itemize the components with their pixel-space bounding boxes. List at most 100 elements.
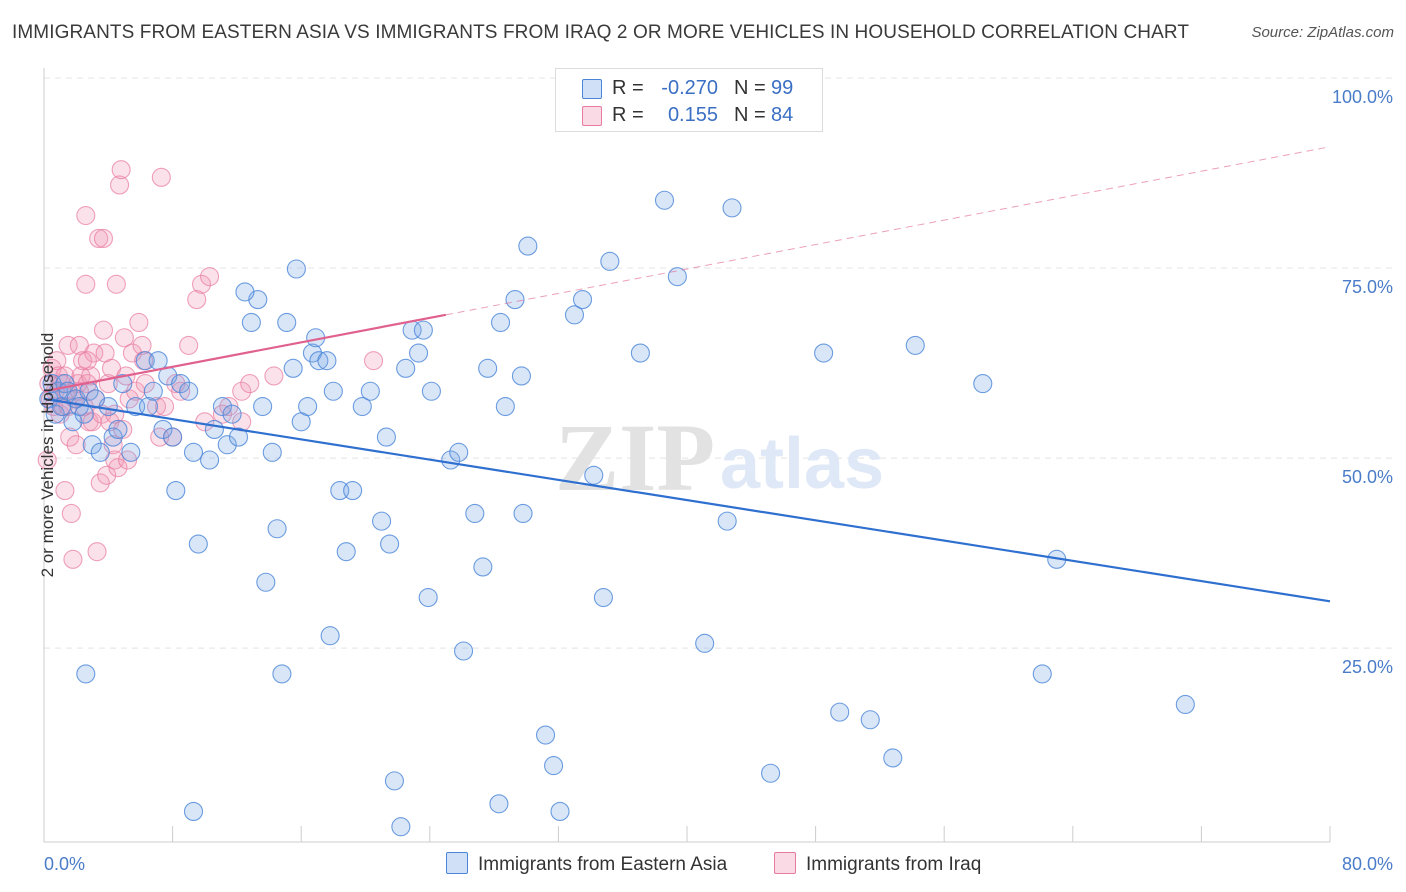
data-point-eastern-asia	[973, 374, 993, 394]
data-point-eastern-asia	[143, 381, 163, 401]
data-point-eastern-asia	[695, 633, 715, 653]
data-point-eastern-asia	[465, 503, 485, 524]
data-point-eastern-asia	[391, 817, 411, 837]
source-label: Source: ZipAtlas.com	[1251, 24, 1394, 41]
data-point-eastern-asia	[352, 396, 372, 417]
data-point-eastern-asia	[535, 725, 556, 745]
data-point-eastern-asia	[584, 465, 604, 485]
data-point-eastern-asia	[204, 419, 224, 439]
data-point-iraq	[171, 381, 191, 401]
data-point-eastern-asia	[241, 312, 261, 333]
data-point-eastern-asia	[449, 442, 469, 462]
data-point-iraq	[155, 396, 175, 417]
data-point-eastern-asia	[188, 534, 208, 554]
data-point-eastern-asia	[98, 396, 118, 417]
data-point-eastern-asia	[454, 641, 474, 661]
data-point-eastern-asia	[217, 435, 237, 455]
data-point-iraq	[187, 290, 207, 310]
bottom-legend-swatch-pink	[774, 852, 796, 874]
data-point-eastern-asia	[505, 290, 525, 310]
watermark-atlas: atlas	[720, 424, 884, 504]
data-point-eastern-asia	[272, 664, 292, 684]
data-point-eastern-asia	[408, 343, 429, 363]
data-point-eastern-asia	[544, 756, 564, 776]
legend-n-value: 99	[771, 77, 794, 99]
data-point-eastern-asia	[630, 343, 650, 363]
y-tick-label: 50.0%	[1342, 467, 1393, 487]
data-point-iraq	[58, 335, 78, 355]
data-point-iraq	[97, 465, 117, 485]
data-point-eastern-asia	[183, 442, 204, 462]
legend-row-iraq: R = 0.155 N = 84	[556, 102, 822, 128]
legend-row-eastern-asia: R = -0.270 N = 99	[556, 75, 822, 101]
data-point-eastern-asia	[511, 366, 531, 386]
trend-line-eastern-asia	[43, 397, 1331, 603]
x-tick-label: 80.0%	[1342, 854, 1393, 874]
data-point-eastern-asia	[222, 404, 242, 424]
data-point-eastern-asia	[722, 198, 742, 218]
data-point-iraq	[77, 351, 97, 371]
data-point-eastern-asia	[905, 335, 925, 355]
data-point-eastern-asia	[473, 557, 493, 577]
data-point-iraq	[108, 458, 128, 478]
data-point-iraq	[55, 481, 75, 501]
data-point-eastern-asia	[163, 427, 183, 447]
data-point-iraq	[90, 473, 110, 493]
trend-line-iraq-extension	[445, 146, 1331, 316]
data-point-eastern-asia	[323, 381, 343, 401]
bottom-legend-label: Immigrants from Eastern Asia	[478, 854, 728, 875]
trend-lines	[43, 146, 1331, 603]
watermark-zip: ZIP	[555, 404, 715, 511]
data-point-iraq	[212, 404, 232, 424]
legend-n-label: N =	[734, 104, 766, 126]
data-point-eastern-asia	[1175, 694, 1195, 715]
data-point-eastern-asia	[343, 481, 363, 501]
y-axis-label: 2 or more Vehicles in Household	[38, 332, 57, 578]
legend-n-label: N =	[734, 77, 766, 99]
gridlines	[44, 77, 1392, 649]
data-point-iraq	[118, 450, 138, 470]
data-point-eastern-asia	[309, 351, 329, 371]
data-point-iraq	[240, 374, 260, 394]
data-point-iraq	[110, 175, 130, 195]
data-point-iraq	[113, 419, 133, 439]
bottom-legend-swatch-blue	[446, 852, 468, 874]
data-point-iraq	[129, 312, 149, 333]
data-point-eastern-asia	[1032, 664, 1052, 684]
data-point-iraq	[179, 335, 199, 355]
data-point-iraq	[132, 335, 152, 355]
data-point-eastern-asia	[814, 343, 834, 363]
data-point-eastern-asia	[380, 534, 400, 554]
data-point-eastern-asia	[860, 710, 880, 730]
legend-r-value: -0.270	[661, 77, 718, 99]
data-point-eastern-asia	[513, 503, 533, 524]
data-point-eastern-asia	[183, 801, 204, 821]
data-point-iraq	[232, 381, 252, 401]
data-point-iraq	[60, 427, 80, 447]
data-point-eastern-asia	[90, 442, 110, 462]
y-tick-label: 25.0%	[1342, 657, 1393, 677]
data-point-eastern-asia	[113, 374, 133, 394]
data-point-eastern-asia	[495, 396, 515, 417]
legend-swatch-pink	[582, 106, 602, 126]
data-point-iraq	[191, 274, 212, 294]
data-point-iraq	[76, 205, 96, 226]
trend-line-iraq	[43, 313, 447, 393]
data-point-eastern-asia	[153, 419, 173, 439]
data-point-eastern-asia	[82, 435, 102, 455]
data-point-eastern-asia	[76, 664, 96, 684]
data-point-eastern-asia	[235, 282, 255, 302]
tick-labels: 100.0% 75.0% 50.0% 25.0% 0.0% 80.0%	[44, 87, 1393, 874]
legend-r-value: 0.155	[667, 104, 718, 126]
series-eastern-asia-points	[39, 190, 1195, 837]
data-point-iraq	[200, 267, 220, 287]
legend-n-value: 84	[771, 104, 794, 126]
stats-legend: R = -0.270 N = 99 R = 0.155 N = 84	[555, 68, 823, 132]
data-point-iraq	[219, 396, 239, 417]
data-point-eastern-asia	[376, 427, 396, 447]
legend-r-label: R =	[612, 77, 644, 99]
data-point-eastern-asia	[277, 312, 297, 333]
x-tick-label: 0.0%	[44, 854, 85, 874]
data-point-eastern-asia	[108, 419, 128, 439]
